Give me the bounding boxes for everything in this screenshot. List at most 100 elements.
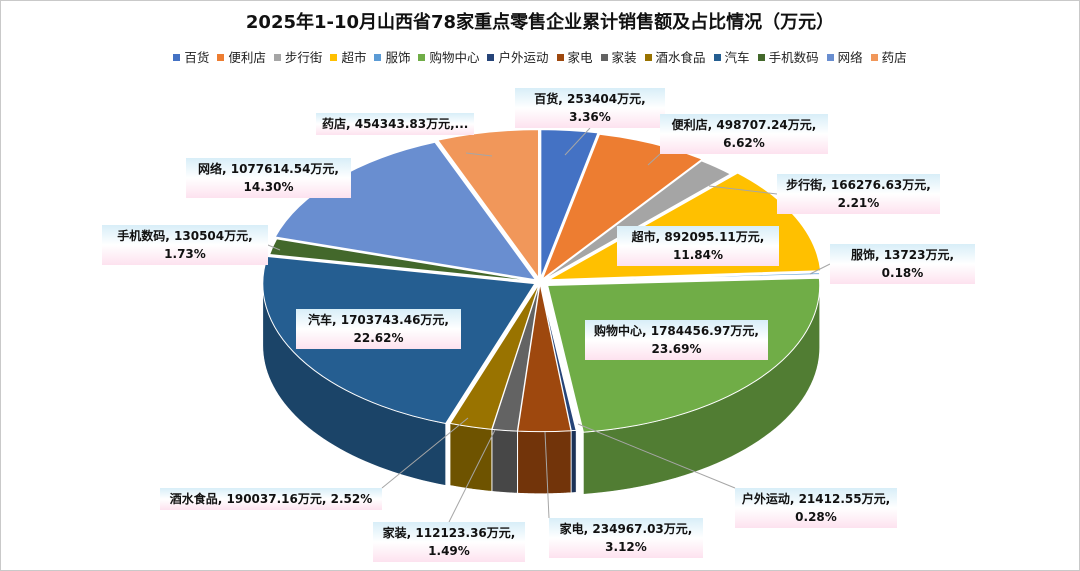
legend-swatch: [556, 54, 564, 61]
data-label-name-value: 购物中心, 1784456.97万元,: [593, 324, 759, 338]
data-label-7: 户外运动, 21412.55万元, 0.28%: [735, 488, 897, 528]
data-label-percent: 22.62%: [353, 331, 404, 345]
legend-swatch: [374, 54, 382, 61]
data-label-10: 酒水食品, 190037.16万元, 2.52%: [160, 488, 382, 510]
legend: 百货 便利店 步行街 超市 服饰 购物中心 户外运动 家电 家装 酒水食品 汽车 手机数码 网络 药店: [0, 47, 1080, 66]
legend-item-11: 汽车: [713, 47, 750, 66]
legend-item-1: 百货: [173, 47, 209, 66]
legend-swatch: [273, 54, 281, 61]
data-label-6: 购物中心, 1784456.97万元, 23.69%: [585, 320, 768, 360]
data-label-8: 家电, 234967.03万元, 3.12%: [549, 518, 703, 558]
legend-swatch: [600, 54, 608, 61]
data-label-percent: 3.36%: [569, 110, 611, 124]
legend-swatch: [644, 54, 652, 61]
leader-line-12: [267, 244, 281, 251]
legend-label: 药店: [881, 50, 907, 65]
legend-swatch: [173, 54, 181, 61]
data-label-name-value: 超市, 892095.11万元,: [631, 230, 765, 244]
legend-label: 户外运动: [498, 50, 549, 65]
data-label-name-value: 手机数码, 130504万元,: [117, 229, 253, 243]
leader-line-7: [577, 423, 736, 489]
slice-7-side: [571, 430, 577, 494]
legend-item-12: 手机数码: [757, 47, 819, 66]
legend-item-9: 家装: [600, 47, 637, 66]
leader-line-8: [544, 431, 550, 519]
data-label-11: 汽车, 1703743.46万元, 22.62%: [296, 309, 461, 349]
slice-10: [449, 283, 540, 430]
leader-line-14: [465, 152, 493, 157]
chart-title: 2025年1-10月山西省78家重点零售企业累计销售额及占比情况（万元）: [245, 12, 835, 33]
data-label-4: 超市, 892095.11万元, 11.84%: [617, 226, 779, 266]
slice-3: [541, 160, 732, 282]
legend-label: 家装: [611, 50, 637, 65]
legend-label: 服饰: [385, 50, 411, 65]
legend-swatch: [826, 54, 834, 61]
data-label-name-value: 家装, 112123.36万元,: [382, 526, 516, 540]
legend-label: 汽车: [724, 50, 750, 65]
legend-label: 酒水食品: [655, 50, 706, 65]
legend-swatch: [217, 54, 225, 61]
legend-swatch: [870, 54, 878, 61]
legend-swatch: [418, 54, 426, 61]
data-label-name-value: 酒水食品, 190037.16万元, 2.52%: [169, 492, 373, 506]
data-label-name-value: 户外运动, 21412.55万元,: [741, 492, 891, 506]
data-label-name-value: 服饰, 13723万元,: [850, 248, 955, 262]
legend-label: 购物中心: [429, 50, 480, 65]
data-label-percent: 14.30%: [243, 180, 294, 194]
data-label-percent: 11.84%: [673, 248, 723, 262]
slice-14: [437, 129, 539, 280]
data-label-percent: 6.62%: [723, 136, 765, 150]
leader-line-3: [708, 185, 778, 195]
data-label-12: 手机数码, 130504万元, 1.73%: [102, 225, 268, 265]
data-label-percent: 1.49%: [428, 544, 470, 558]
data-label-14: 药店, 454343.83万元,...: [316, 113, 475, 135]
legend-label: 便利店: [228, 50, 266, 65]
leader-line-2: [647, 153, 661, 166]
data-label-percent: 23.69%: [651, 342, 702, 356]
data-label-9: 家装, 112123.36万元, 1.49%: [373, 522, 525, 562]
data-label-name-value: 药店, 454343.83万元,...: [322, 117, 469, 131]
data-label-1: 百货, 253404万元, 3.36%: [515, 88, 665, 128]
data-label-13: 网络, 1077614.54万元, 14.30%: [186, 158, 351, 198]
legend-label: 手机数码: [768, 50, 819, 65]
legend-swatch: [757, 54, 765, 61]
leader-line-5: [809, 263, 831, 275]
legend-swatch: [487, 54, 495, 61]
data-label-name-value: 步行街, 166276.63万元,: [786, 178, 931, 192]
data-label-percent: 1.73%: [164, 247, 206, 261]
data-label-2: 便利店, 498707.24万元, 6.62%: [660, 114, 828, 154]
data-label-name-value: 汽车, 1703743.46万元,: [307, 313, 449, 327]
data-label-name-value: 便利店, 498707.24万元,: [671, 118, 817, 132]
legend-item-13: 网络: [826, 47, 863, 66]
slice-9-side: [491, 429, 518, 494]
legend-item-4: 超市: [330, 47, 366, 66]
legend-item-2: 便利店: [217, 47, 266, 66]
leader-line-1: [564, 127, 591, 156]
legend-label: 超市: [341, 50, 367, 65]
legend-swatch: [330, 54, 338, 61]
legend-item-5: 服饰: [374, 47, 410, 66]
slice-5: [547, 272, 821, 283]
legend-label: 步行街: [284, 50, 323, 65]
data-label-percent: 2.21%: [837, 196, 880, 210]
data-label-percent: 0.28%: [795, 510, 837, 524]
legend-item-6: 购物中心: [418, 47, 479, 66]
legend-label: 百货: [184, 50, 210, 65]
legend-swatch: [713, 54, 721, 61]
slice-8-side: [517, 430, 572, 494]
leader-line-10: [381, 417, 469, 489]
legend-label: 家电: [567, 50, 593, 65]
slice-10-side: [449, 423, 493, 492]
data-label-percent: 0.18%: [881, 266, 924, 280]
data-label-5: 服饰, 13723万元, 0.18%: [830, 244, 975, 284]
legend-label: 网络: [837, 50, 863, 65]
legend-item-8: 家电: [556, 47, 593, 66]
legend-item-7: 户外运动: [487, 47, 549, 66]
data-label-name-value: 百货, 253404万元,: [534, 92, 646, 106]
data-label-name-value: 网络, 1077614.54万元,: [197, 162, 339, 176]
slice-2: [541, 133, 704, 281]
legend-item-3: 步行街: [273, 47, 323, 66]
slice-1: [540, 129, 599, 278]
legend-item-14: 药店: [870, 47, 907, 66]
